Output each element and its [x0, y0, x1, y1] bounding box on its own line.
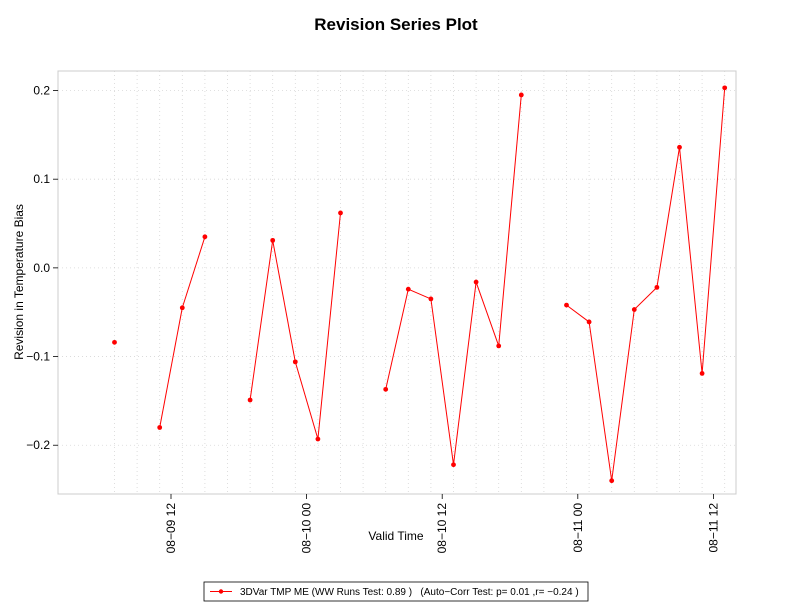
data-point: [451, 462, 456, 468]
legend: 3DVar TMP ME (WW Runs Test: 0.89 ) (Auto…: [203, 581, 589, 602]
data-point: [699, 370, 705, 376]
x-axis-label: Valid Time: [368, 529, 423, 543]
data-point: [405, 286, 411, 292]
series-line-segment: [430, 298, 454, 465]
legend-point-marker: [218, 589, 224, 594]
chart-title: Revision Series Plot: [314, 15, 478, 34]
series-line-segment: [679, 147, 703, 374]
series-line-segment: [453, 281, 477, 465]
series-line-segment: [475, 281, 500, 347]
data-point: [247, 397, 253, 403]
axis-ticks: −0.2 −0.1 0.0 0.1 0.2 08−09 12 08−10 00 08−10 1…: [26, 84, 720, 554]
x-tick-label: 08−10 12: [435, 503, 449, 554]
data-point: [677, 144, 682, 150]
x-tick-label: 08−11 12: [706, 503, 720, 553]
series-line-segment: [498, 94, 522, 346]
x-tick-label: 08−09 12: [164, 503, 178, 554]
data-point: [496, 343, 502, 349]
data-point: [586, 319, 592, 325]
data-point: [292, 359, 298, 365]
y-tick-label: 0.1: [33, 172, 50, 186]
data-point: [157, 425, 163, 430]
y-tick-label: −0.1: [26, 350, 50, 364]
data-point: [722, 85, 728, 91]
series-line-segment: [385, 289, 409, 390]
series-line-segment: [611, 309, 635, 481]
data-point: [428, 296, 434, 302]
data-point: [383, 386, 389, 392]
series-line-segment: [159, 307, 183, 428]
series-line-segment: [408, 288, 432, 300]
data-point: [202, 234, 208, 240]
data-point: [179, 305, 185, 311]
series-line-segment: [701, 87, 726, 374]
data-point: [338, 210, 343, 216]
data-series: [112, 85, 728, 484]
series-line-segment: [566, 304, 590, 323]
series-line-segment: [294, 361, 319, 440]
x-tick-label: 08−11 00: [571, 503, 585, 553]
data-point: [518, 92, 524, 98]
series-line-segment: [633, 287, 658, 310]
y-axis-label: Revision in Temperature Bias: [12, 204, 26, 360]
data-point: [315, 436, 321, 442]
series-line-segment: [317, 212, 341, 440]
x-tick-label: 08−10 00: [300, 503, 314, 554]
data-point: [270, 237, 276, 243]
plot-area-frame: [57, 70, 737, 495]
series-line-segment: [656, 147, 680, 288]
series-line-segment: [272, 240, 296, 362]
data-point: [112, 339, 117, 345]
data-point: [609, 478, 615, 484]
series-line-segment: [181, 236, 206, 308]
data-point: [564, 302, 569, 308]
y-tick-label: 0.2: [33, 84, 50, 98]
series-line-segment: [249, 240, 274, 401]
data-point: [654, 284, 660, 290]
y-tick-label: −0.2: [26, 438, 50, 452]
y-tick-label: 0.0: [33, 261, 50, 275]
data-point: [473, 279, 479, 285]
legend-box: [203, 581, 589, 602]
grid-lines: [58, 71, 736, 494]
series-line-segment: [588, 321, 613, 481]
legend-entry-label: 3DVar TMP ME (WW Runs Test: 0.89 ) (Auto…: [240, 587, 579, 598]
data-point: [631, 307, 637, 312]
